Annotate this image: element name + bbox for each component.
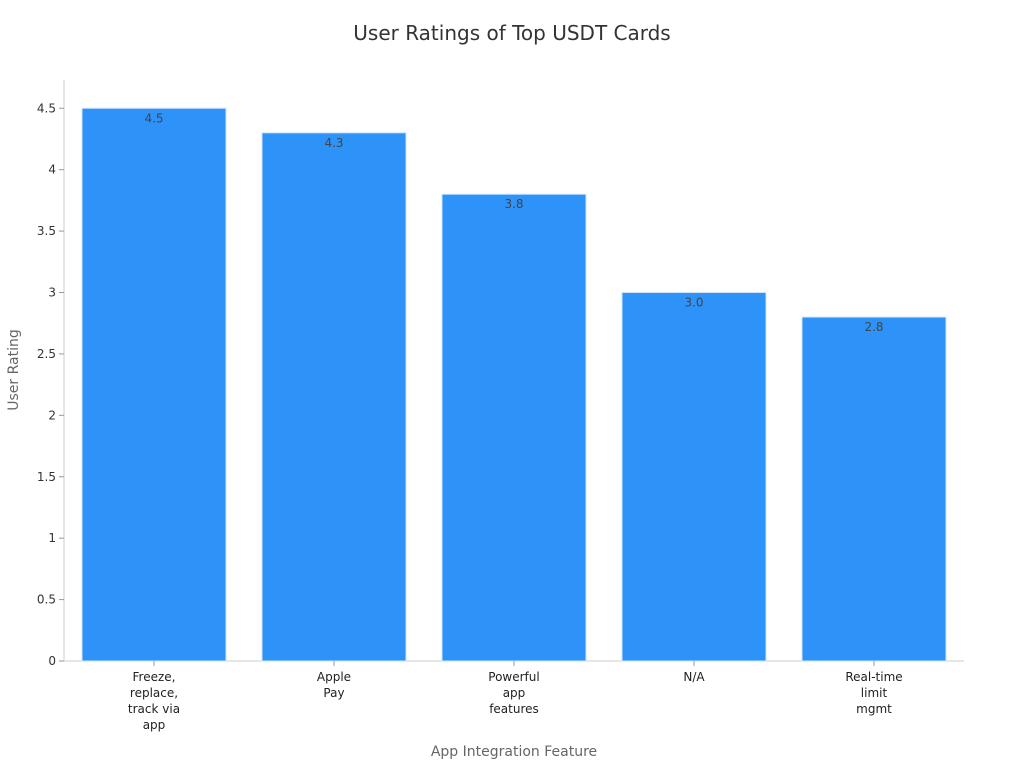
x-category-label-line: Apple (317, 670, 351, 684)
y-tick-label: 0 (48, 654, 56, 668)
chart-title: User Ratings of Top USDT Cards (353, 21, 670, 45)
bar-value-label: 4.3 (324, 136, 343, 150)
x-category-label: Real-time limit mgmt (845, 670, 902, 716)
x-category-label-line: N/A (683, 670, 705, 684)
x-category-label: Freeze, replace, track via app (128, 670, 180, 732)
y-tick-label: 4 (48, 163, 56, 177)
y-tick-label: 2 (48, 408, 56, 422)
x-category-label: N/A (683, 670, 705, 684)
bar (261, 132, 407, 662)
bar-value-label: 2.8 (864, 320, 883, 334)
bar-value-label: 4.5 (144, 111, 163, 125)
y-tick-label: 4.5 (37, 101, 56, 115)
x-category-label-line: track via (128, 702, 180, 716)
bar-value-label: 3.8 (504, 197, 523, 211)
x-category-label-line: app (143, 718, 166, 732)
x-category-label-line: replace, (130, 686, 178, 700)
y-tick-label: 1.5 (37, 470, 56, 484)
x-axis-title: App Integration Feature (431, 744, 597, 760)
x-category-label-line: app (503, 686, 526, 700)
x-category-label-line: features (489, 702, 539, 716)
y-tick-label: 3 (48, 286, 56, 300)
x-category-label-line: Powerful (488, 670, 539, 684)
plot-area: 0 0.5 1 1.5 2 2.5 3 3.5 4 4.5 4.5 Freeze, replace, tr… (37, 80, 964, 732)
x-category-label-line: mgmt (856, 702, 892, 716)
x-category-label-line: Real-time (845, 670, 902, 684)
bar (621, 292, 767, 662)
bar (441, 193, 587, 662)
bar (81, 107, 227, 662)
x-category-label: Powerful app features (488, 670, 539, 716)
y-axis-title: User Rating (6, 329, 22, 411)
y-tick-label: 0.5 (37, 593, 56, 607)
x-category-label-line: Freeze, (133, 670, 176, 684)
y-tick-label: 1 (48, 531, 56, 545)
x-category-label-line: Pay (323, 686, 344, 700)
y-tick-label: 3.5 (37, 224, 56, 238)
y-tick-label: 2.5 (37, 347, 56, 361)
x-category-label-line: limit (861, 686, 888, 700)
bar (801, 316, 947, 662)
x-category-label: Apple Pay (317, 670, 351, 700)
bar-value-label: 3.0 (684, 296, 703, 310)
